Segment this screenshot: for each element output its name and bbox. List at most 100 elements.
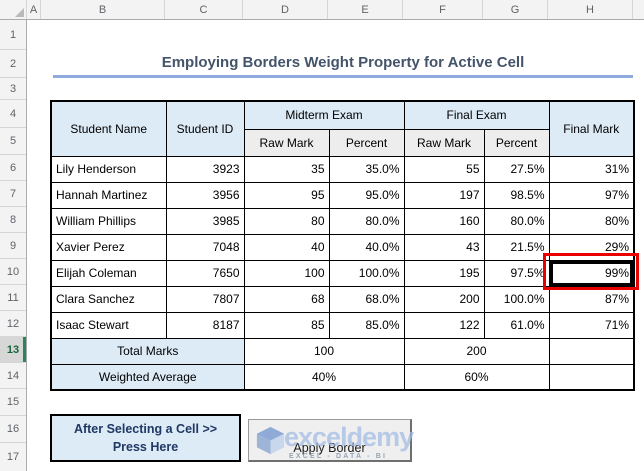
header-final-mark[interactable]: Final Mark <box>548 100 635 157</box>
column-header-f[interactable]: F <box>403 0 483 19</box>
weighted-average-label[interactable]: Weighted Average <box>50 363 245 391</box>
cell-id[interactable]: 7807 <box>165 285 245 313</box>
cell-id[interactable]: 3923 <box>165 155 245 183</box>
cell-final-mark[interactable]: 87% <box>548 285 635 313</box>
cell-fin-pct[interactable]: 21.5% <box>483 233 550 261</box>
cell-fin-pct[interactable]: 97.5% <box>483 259 550 287</box>
header-student-id[interactable]: Student ID <box>165 100 245 157</box>
cell-fin-pct[interactable]: 27.5% <box>483 155 550 183</box>
row-header-10[interactable]: 10 <box>0 259 26 285</box>
column-header-g[interactable]: G <box>483 0 548 19</box>
row-header-14[interactable]: 14 <box>0 363 26 389</box>
active-cell-final-mark[interactable]: 99% <box>548 259 635 287</box>
cell-fin-raw[interactable]: 43 <box>403 233 485 261</box>
table-row: Lily Henderson 3923 35 35.0% 55 27.5% 31… <box>50 155 635 183</box>
header-midterm-exam[interactable]: Midterm Exam <box>243 100 405 130</box>
cell-mid-pct[interactable]: 35.0% <box>328 155 405 183</box>
cell-final-mark[interactable]: 31% <box>548 155 635 183</box>
cell-mid-pct[interactable]: 85.0% <box>328 311 405 339</box>
column-header-e[interactable]: E <box>328 0 403 19</box>
total-marks-label[interactable]: Total Marks <box>50 337 245 365</box>
cell-mid-raw[interactable]: 85 <box>243 311 330 339</box>
weighted-midterm-value[interactable]: 40% <box>243 363 405 391</box>
cell-id[interactable]: 7048 <box>165 233 245 261</box>
header-midterm-raw-mark[interactable]: Raw Mark <box>243 128 330 157</box>
header-final-percent[interactable]: Percent <box>483 128 550 157</box>
cell-fin-raw[interactable]: 195 <box>403 259 485 287</box>
cell-mid-pct[interactable]: 80.0% <box>328 207 405 235</box>
table-row: Hannah Martinez 3956 95 95.0% 197 98.5% … <box>50 181 635 209</box>
cell-name[interactable]: Xavier Perez <box>50 233 167 261</box>
row-header-15[interactable]: 15 <box>0 389 26 416</box>
total-final-value[interactable]: 200 <box>403 337 550 365</box>
row-header-17[interactable]: 17 <box>6 451 20 463</box>
instruction-box[interactable]: After Selecting a Cell >> Press Here <box>50 414 241 462</box>
table-row: Clara Sanchez 7807 68 68.0% 200 100.0% 8… <box>50 285 635 313</box>
cell-fin-pct[interactable]: 80.0% <box>483 207 550 235</box>
row-header-1[interactable]: 1 <box>0 20 26 50</box>
cell-mid-raw[interactable]: 100 <box>243 259 330 287</box>
cell-id[interactable]: 8187 <box>165 311 245 339</box>
cell-mid-pct[interactable]: 95.0% <box>328 181 405 209</box>
cell-id[interactable]: 3956 <box>165 181 245 209</box>
student-marks-table: Student Name Student ID Midterm Exam Fin… <box>50 100 635 391</box>
row-header-13-active[interactable]: 13 <box>0 337 26 363</box>
column-header-c[interactable]: C <box>165 0 243 19</box>
cell-final-mark[interactable]: 71% <box>548 311 635 339</box>
row-header-6[interactable]: 6 <box>0 155 26 181</box>
row-header-4[interactable]: 4 <box>0 100 26 128</box>
cell-name[interactable]: Clara Sanchez <box>50 285 167 313</box>
cell-name[interactable]: Elijah Coleman <box>50 259 167 287</box>
cell-mid-raw[interactable]: 95 <box>243 181 330 209</box>
apply-border-button[interactable]: Apply Border <box>248 419 412 462</box>
table-row: Elijah Coleman 7650 100 100.0% 195 97.5%… <box>50 259 635 287</box>
cell-fin-pct[interactable]: 100.0% <box>483 285 550 313</box>
select-all-corner[interactable] <box>0 0 27 19</box>
column-header-a[interactable]: A <box>27 0 41 19</box>
cell-id[interactable]: 7650 <box>165 259 245 287</box>
cell-final-mark[interactable]: 97% <box>548 181 635 209</box>
cell-fin-pct[interactable]: 61.0% <box>483 311 550 339</box>
cell-mid-raw[interactable]: 68 <box>243 285 330 313</box>
cell-name[interactable]: Lily Henderson <box>50 155 167 183</box>
header-midterm-percent[interactable]: Percent <box>328 128 405 157</box>
column-header-b[interactable]: B <box>41 0 165 19</box>
cell-mid-raw[interactable]: 40 <box>243 233 330 261</box>
row-header-strip: 1 2 3 4 5 6 7 8 9 10 11 12 13 14 15 16 1… <box>0 20 27 471</box>
cell-fin-pct[interactable]: 98.5% <box>483 181 550 209</box>
cell-fin-raw[interactable]: 55 <box>403 155 485 183</box>
cell-final-mark[interactable]: 80% <box>548 207 635 235</box>
cell-mid-pct[interactable]: 40.0% <box>328 233 405 261</box>
row-header-5[interactable]: 5 <box>0 128 26 155</box>
header-final-exam[interactable]: Final Exam <box>403 100 550 130</box>
header-final-raw-mark[interactable]: Raw Mark <box>403 128 485 157</box>
column-header-h[interactable]: H <box>548 0 633 19</box>
cell-mid-pct[interactable]: 68.0% <box>328 285 405 313</box>
cell-mid-pct[interactable]: 100.0% <box>328 259 405 287</box>
weighted-final-value[interactable]: 60% <box>403 363 550 391</box>
cell-fin-raw[interactable]: 197 <box>403 181 485 209</box>
cell-name[interactable]: Isaac Stewart <box>50 311 167 339</box>
cell-mid-raw[interactable]: 35 <box>243 155 330 183</box>
cell-name[interactable]: William Phillips <box>50 207 167 235</box>
cell-fin-raw[interactable]: 200 <box>403 285 485 313</box>
cell-name[interactable]: Hannah Martinez <box>50 181 167 209</box>
weighted-final-mark-empty[interactable] <box>548 363 635 391</box>
cell-fin-raw[interactable]: 122 <box>403 311 485 339</box>
cell-id[interactable]: 3985 <box>165 207 245 235</box>
column-header-d[interactable]: D <box>243 0 328 19</box>
row-header-3[interactable]: 3 <box>0 78 26 100</box>
row-header-12[interactable]: 12 <box>0 311 26 337</box>
cell-mid-raw[interactable]: 80 <box>243 207 330 235</box>
total-midterm-value[interactable]: 100 <box>243 337 405 365</box>
header-student-name[interactable]: Student Name <box>50 100 167 157</box>
cell-fin-raw[interactable]: 160 <box>403 207 485 235</box>
row-header-2[interactable]: 2 <box>0 50 26 78</box>
row-header-11[interactable]: 11 <box>0 285 26 311</box>
row-header-16[interactable]: 16 <box>0 416 26 443</box>
row-header-8[interactable]: 8 <box>0 207 26 233</box>
cell-final-mark[interactable]: 29% <box>548 233 635 261</box>
row-header-9[interactable]: 9 <box>0 233 26 259</box>
total-final-mark-empty[interactable] <box>548 337 635 365</box>
row-header-7[interactable]: 7 <box>0 181 26 207</box>
